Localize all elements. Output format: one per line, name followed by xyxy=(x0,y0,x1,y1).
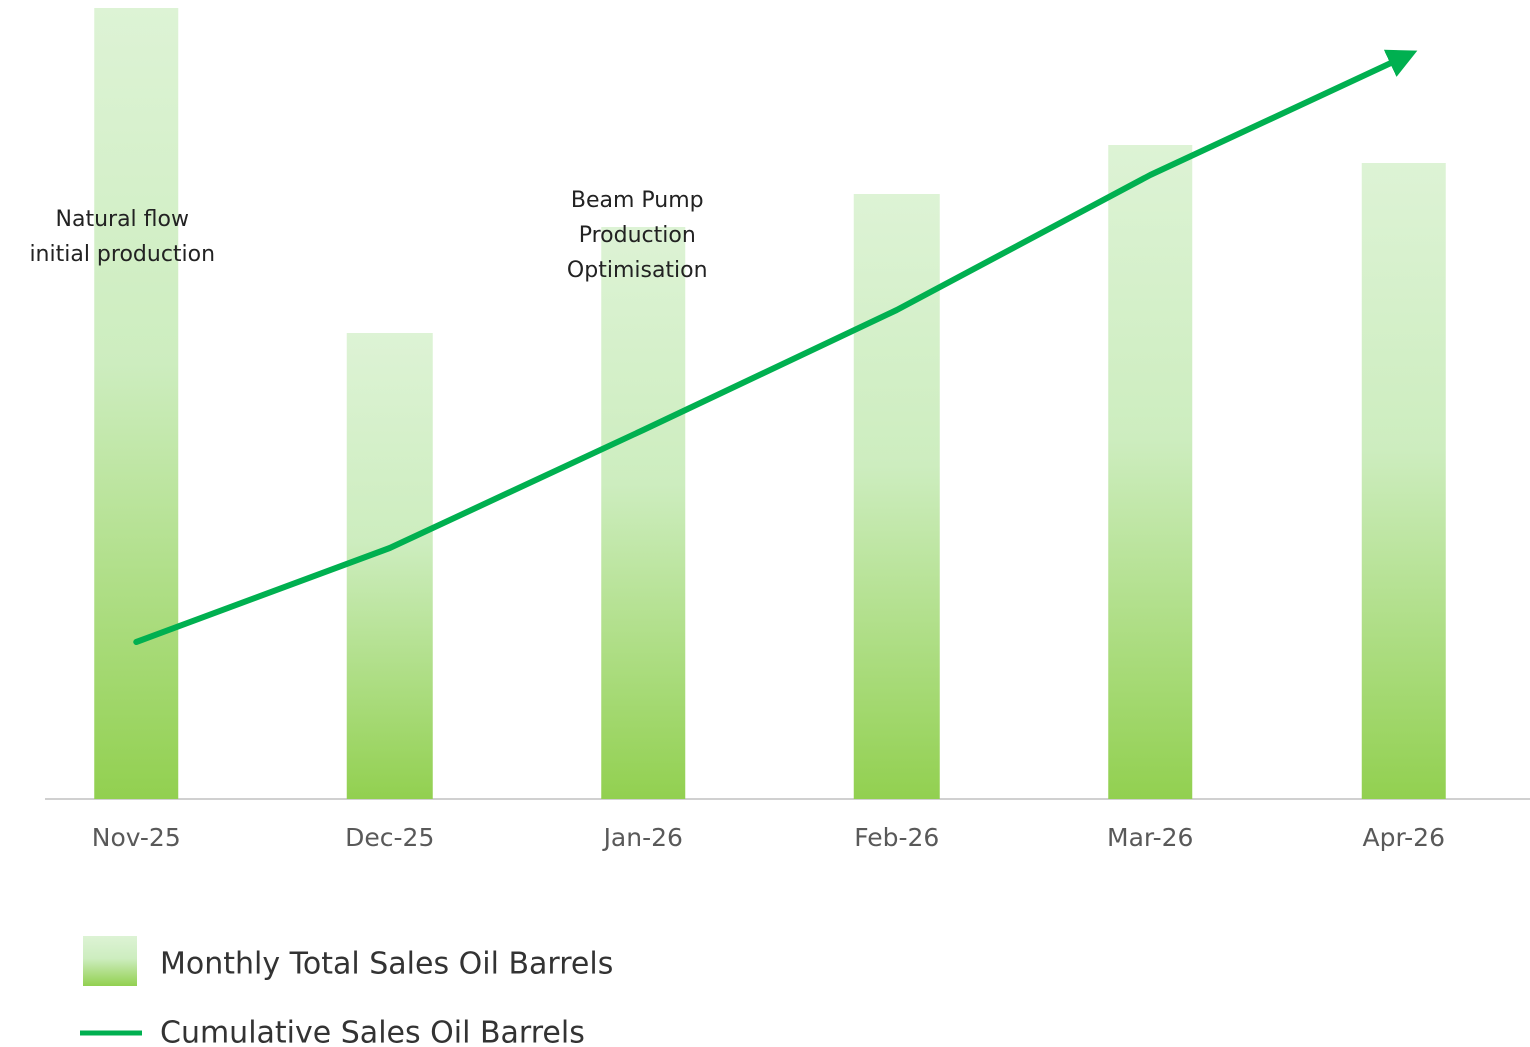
annotation: Production xyxy=(579,223,696,248)
annotation: initial production xyxy=(29,242,215,267)
legend-swatch xyxy=(83,936,137,986)
x-tick-label: Nov-25 xyxy=(92,823,181,852)
bar xyxy=(94,8,179,799)
annotation: Beam Pump xyxy=(571,188,704,213)
x-tick-label: Dec-25 xyxy=(345,823,434,852)
annotation: Natural flow xyxy=(56,207,189,232)
bar xyxy=(1361,163,1446,799)
x-tick-label: Apr-26 xyxy=(1363,823,1445,852)
legend: Monthly Total Sales Oil Barrels Cumulativ… xyxy=(80,936,613,1047)
annotation: Optimisation xyxy=(567,258,708,283)
x-tick-label: Mar-26 xyxy=(1107,823,1193,852)
x-tick-label: Feb-26 xyxy=(854,823,939,852)
bar xyxy=(346,333,433,799)
legend-label: Monthly Total Sales Oil Barrels xyxy=(160,947,613,982)
bar xyxy=(853,194,940,799)
line xyxy=(133,49,1418,645)
bar xyxy=(1108,145,1193,799)
x-tick-label: Jan-26 xyxy=(602,823,683,852)
bar xyxy=(601,227,686,799)
legend-label: Cumulative Sales Oil Barrels xyxy=(160,1016,585,1047)
